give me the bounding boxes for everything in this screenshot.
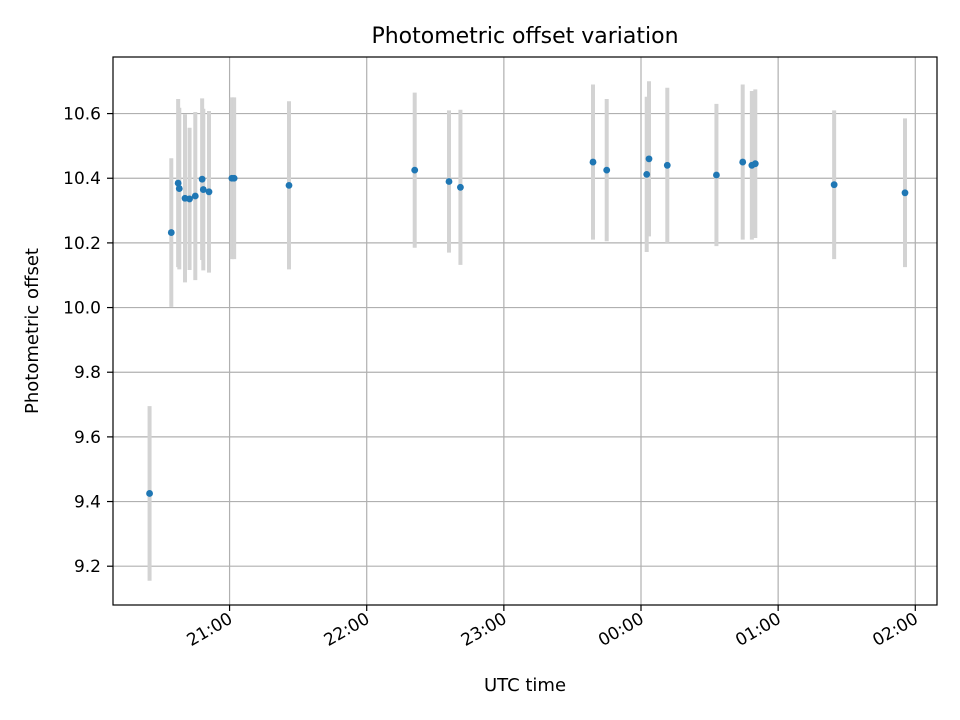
y-tick-label: 9.6 [74, 428, 101, 448]
data-point [603, 166, 611, 174]
x-axis-label: UTC time [484, 675, 566, 696]
data-point [713, 171, 720, 179]
data-point [663, 161, 671, 169]
y-tick-label: 9.2 [74, 557, 101, 577]
data-point [167, 229, 175, 236]
data-point [751, 160, 759, 168]
grid-layer [113, 57, 937, 605]
data-point [146, 490, 153, 497]
data-point [198, 175, 206, 183]
data-point [186, 195, 193, 203]
data-point [457, 183, 464, 191]
data-point [175, 185, 183, 192]
chart-title: Photometric offset variation [371, 24, 678, 49]
plot-frame [112, 56, 938, 606]
y-tick-label: 9.4 [74, 493, 101, 513]
data-point-layer [146, 155, 909, 497]
data-point [589, 158, 597, 166]
data-point [645, 155, 653, 163]
data-point [285, 181, 293, 189]
y-tick-label: 9.8 [74, 363, 101, 383]
data-point [830, 181, 838, 189]
data-point [199, 186, 207, 193]
data-point [174, 179, 182, 187]
data-point [230, 174, 238, 182]
y-axis-label: Photometric offset [22, 248, 43, 414]
data-point [901, 189, 909, 197]
y-tick-label: 10.2 [63, 234, 101, 254]
data-point [643, 170, 651, 178]
data-point [205, 188, 213, 196]
data-point [739, 158, 747, 166]
data-point [191, 192, 199, 200]
data-point [411, 166, 419, 174]
y-tick-label: 10.4 [63, 169, 101, 189]
y-tick-label: 10.6 [63, 105, 101, 125]
y-tick-label: 10.0 [63, 299, 101, 319]
data-point [445, 178, 453, 185]
